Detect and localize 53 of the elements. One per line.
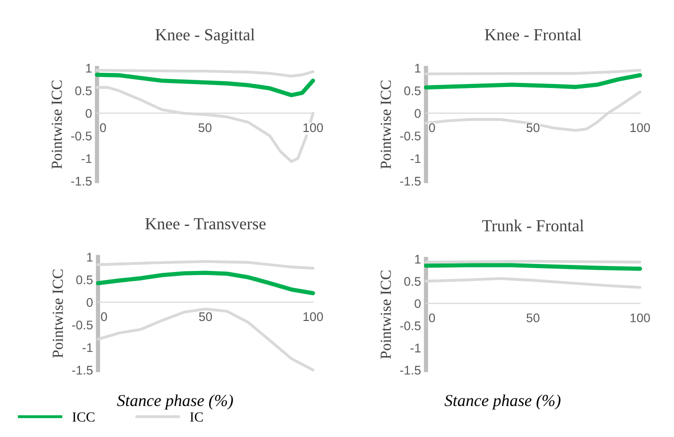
y-tick-label: -0.5 <box>72 320 93 330</box>
y-tick-label: -1 <box>82 343 93 352</box>
y-tick-label: 1 <box>87 252 93 262</box>
y-tick-label: -1.5 <box>400 176 421 186</box>
x-tick-label: 50 <box>199 312 212 322</box>
chart-title: Knee - Sagittal <box>155 28 255 44</box>
y-tick-label: 1 <box>415 64 421 73</box>
line-series <box>424 277 642 289</box>
x-axis-title: Stance phase (%) <box>444 394 560 410</box>
y-tick-label: 1 <box>415 254 421 264</box>
y-tick-label: 0.5 <box>76 275 93 284</box>
y-tick-label: -1 <box>410 344 421 352</box>
legend-label: ICC <box>72 412 94 422</box>
x-tick-label: 0 <box>100 123 106 132</box>
y-axis-title: Pointwise ICC <box>52 80 62 169</box>
y-tick-label: 0 <box>86 298 93 307</box>
x-tick-label: 50 <box>526 123 540 132</box>
line-series <box>96 260 314 270</box>
x-tick-label: 0 <box>429 123 435 132</box>
x-tick-label: 100 <box>304 312 323 322</box>
chart-title: Knee - Transverse <box>145 218 266 230</box>
x-tick-label: 100 <box>630 123 650 132</box>
y-axis-title: Pointwise ICC <box>52 270 63 358</box>
line-series <box>424 73 642 90</box>
chart-title: Knee - Frontal <box>484 28 582 40</box>
y-tick-label: 0 <box>86 109 92 118</box>
line-series <box>94 72 316 98</box>
y-tick-label: -1.5 <box>71 176 92 186</box>
y-tick-label: 0.5 <box>75 86 92 96</box>
y-tick-label: 0.5 <box>404 277 421 286</box>
x-axis-title: Stance phase (%) <box>117 394 233 410</box>
y-tick-label: -1.5 <box>400 366 421 375</box>
y-tick-label: -0.5 <box>400 321 421 330</box>
y-axis-title: Pointwise ICC <box>380 80 391 169</box>
y-tick-label: -1 <box>82 154 92 163</box>
x-tick-label: 50 <box>198 123 212 132</box>
chart-title: Trunk - Frontal <box>482 220 584 232</box>
x-tick-label: 0 <box>101 312 107 322</box>
x-tick-label: 100 <box>304 123 323 132</box>
y-tick-label: -0.5 <box>71 132 92 140</box>
y-tick-label: 0 <box>414 299 421 308</box>
y-tick-label: -0.5 <box>400 132 421 140</box>
y-tick-label: 0.5 <box>404 86 421 96</box>
legend-label: IC <box>190 412 203 422</box>
x-tick-label: 0 <box>429 313 435 322</box>
x-tick-label: 50 <box>526 313 540 322</box>
y-axis-title: Pointwise ICC <box>380 270 391 359</box>
y-tick-label: 1 <box>86 64 92 73</box>
y-tick-label: 0 <box>414 109 421 118</box>
y-tick-label: -1.5 <box>72 366 93 375</box>
x-tick-label: 100 <box>630 313 650 322</box>
y-tick-label: -1 <box>410 154 421 163</box>
line-series <box>96 270 316 296</box>
